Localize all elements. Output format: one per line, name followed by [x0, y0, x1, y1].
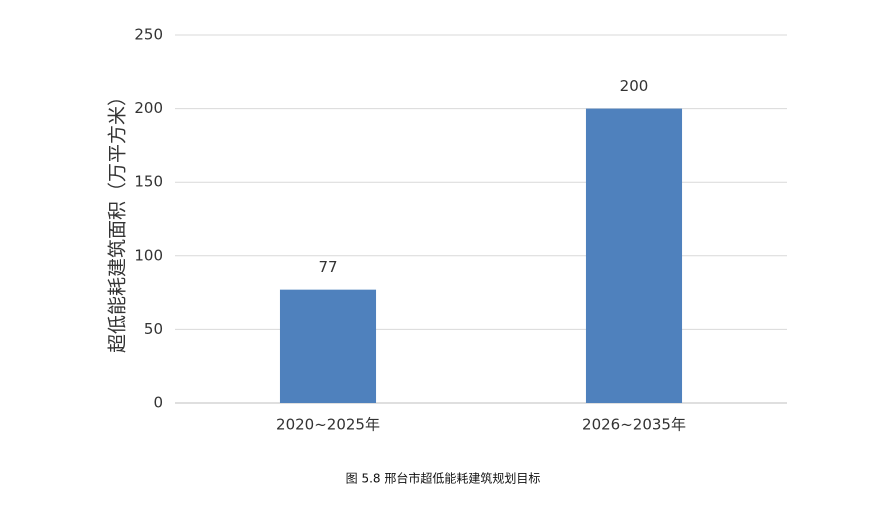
- data-label: 77: [318, 258, 337, 276]
- x-tick-label: 2020~2025年: [276, 416, 380, 434]
- y-tick-label: 200: [134, 99, 163, 117]
- data-label: 200: [620, 77, 649, 95]
- y-tick-label: 0: [153, 394, 163, 412]
- y-tick-label: 250: [134, 26, 163, 44]
- y-tick-label: 100: [134, 246, 163, 264]
- bar: [279, 289, 377, 403]
- x-tick-label: 2026~2035年: [582, 416, 686, 434]
- y-tick-label: 50: [144, 320, 163, 338]
- y-axis-title: 超低能耗建筑面积（万平方米）: [107, 87, 129, 353]
- bar: [585, 108, 683, 403]
- y-tick-label: 150: [134, 173, 163, 191]
- chart-title: 图 5.8 邢台市超低能耗建筑规划目标: [346, 471, 541, 486]
